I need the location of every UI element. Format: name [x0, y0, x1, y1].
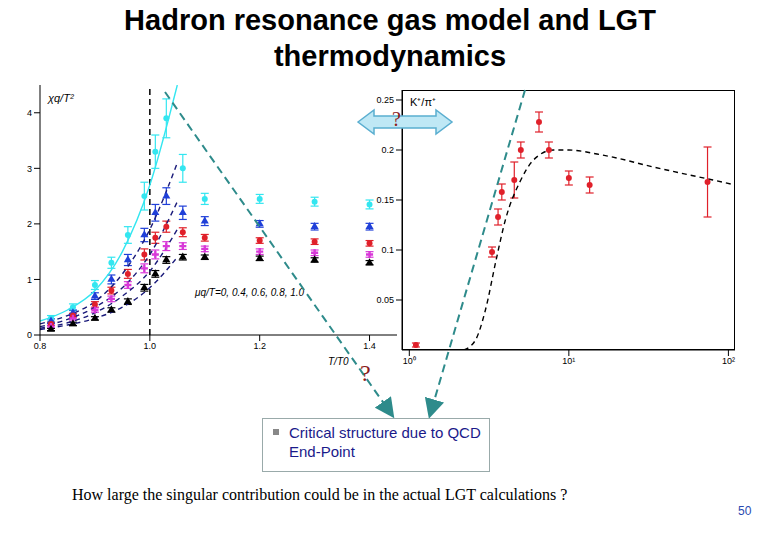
- svg-text:1.0: 1.0: [144, 341, 157, 351]
- svg-text:1: 1: [27, 275, 32, 285]
- svg-text:1.2: 1.2: [253, 341, 266, 351]
- html-text:χq/T²: χq/T²: [48, 92, 74, 104]
- html-text:K⁺/π⁺: K⁺/π⁺: [410, 96, 436, 108]
- html-text:μq/T=0, 0.4, 0.6, 0.8, 1.0: μq/T=0, 0.4, 0.6, 0.8, 1.0: [195, 287, 305, 298]
- html-text:Critical structure due to QCD: Critical structure due to QCD End-Point: [289, 424, 481, 460]
- svg-text:0.2: 0.2: [381, 145, 394, 155]
- svg-text:0: 0: [27, 330, 32, 340]
- svg-text:2: 2: [27, 219, 32, 229]
- svg-text:0.1: 0.1: [381, 245, 394, 255]
- html-text:T/T0: T/T0: [328, 356, 349, 367]
- svg-text:10²: 10²: [722, 356, 735, 366]
- html-text:How large the singular contrib: How large the singular contribution coul…: [72, 486, 568, 503]
- svg-text:1.4: 1.4: [363, 341, 376, 351]
- svg-text:0.25: 0.25: [376, 95, 394, 105]
- svg-text:4: 4: [27, 108, 32, 118]
- svg-text:0.15: 0.15: [376, 195, 394, 205]
- html-text:50: 50: [738, 504, 752, 518]
- svg-text:10¹: 10¹: [562, 356, 575, 366]
- svg-text:0.05: 0.05: [376, 295, 394, 305]
- svg-text:0.8: 0.8: [34, 341, 47, 351]
- html-text:Hadron resonance gas model and: Hadron resonance gas model and LGT therm…: [124, 4, 656, 72]
- svg-text:10⁰: 10⁰: [403, 356, 416, 366]
- svg-text:3: 3: [27, 164, 32, 174]
